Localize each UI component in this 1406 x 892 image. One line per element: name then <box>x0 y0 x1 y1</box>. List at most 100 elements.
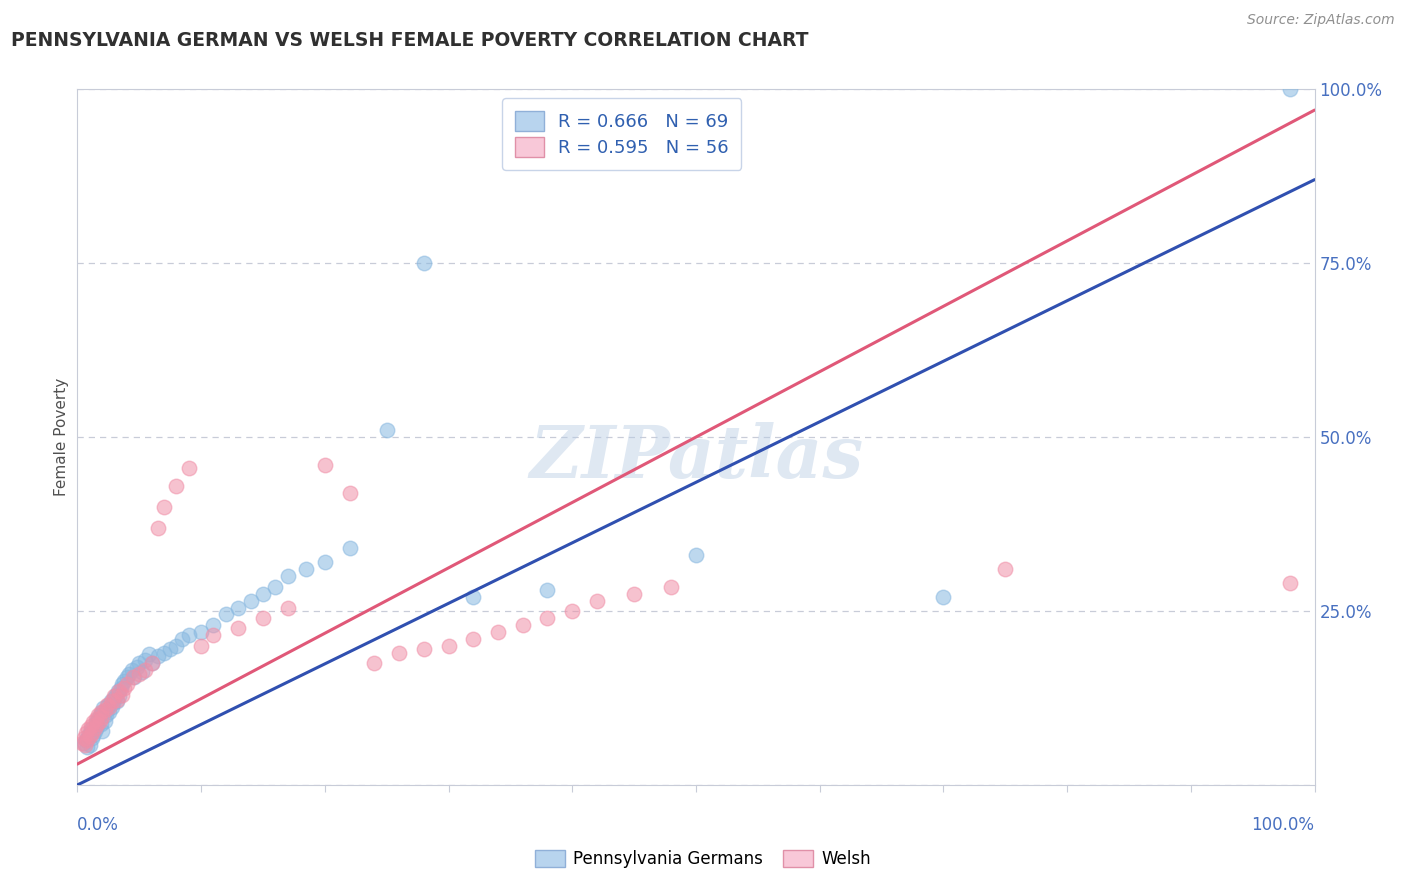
Point <box>134 663 156 677</box>
Point <box>623 587 645 601</box>
Point <box>252 611 274 625</box>
Point <box>512 618 534 632</box>
Point <box>252 587 274 601</box>
Point <box>86 719 108 733</box>
Point <box>165 639 187 653</box>
Point <box>79 738 101 752</box>
Point <box>122 670 145 684</box>
Point <box>96 703 118 717</box>
Point <box>141 657 163 671</box>
Point <box>90 705 112 719</box>
Point <box>91 723 114 738</box>
Point <box>93 703 115 717</box>
Point <box>90 716 112 731</box>
Point <box>202 628 225 642</box>
Point <box>239 593 262 607</box>
Point <box>412 256 434 270</box>
Point <box>103 696 125 710</box>
Point <box>72 731 94 745</box>
Point <box>91 710 114 724</box>
Point <box>94 708 117 723</box>
Point <box>138 647 160 661</box>
Point <box>1278 576 1301 591</box>
Point <box>77 729 100 743</box>
Point <box>84 721 107 735</box>
Point <box>86 716 108 731</box>
Y-axis label: Female Poverty: Female Poverty <box>53 378 69 496</box>
Point <box>388 646 411 660</box>
Point <box>110 681 132 695</box>
Point <box>215 607 238 622</box>
Point <box>118 666 141 681</box>
Point <box>153 646 176 660</box>
Point <box>122 670 145 684</box>
Point <box>190 639 212 653</box>
Point <box>486 624 509 639</box>
Point <box>277 569 299 583</box>
Point <box>73 738 96 752</box>
Text: PENNSYLVANIA GERMAN VS WELSH FEMALE POVERTY CORRELATION CHART: PENNSYLVANIA GERMAN VS WELSH FEMALE POVE… <box>11 31 808 50</box>
Text: Source: ZipAtlas.com: Source: ZipAtlas.com <box>1247 13 1395 28</box>
Point <box>146 520 169 534</box>
Point <box>159 642 181 657</box>
Point <box>561 604 583 618</box>
Point <box>89 708 111 723</box>
Point <box>295 562 318 576</box>
Point <box>84 715 107 730</box>
Point <box>536 583 558 598</box>
Point <box>463 632 485 646</box>
Point <box>125 659 148 673</box>
Point <box>115 677 138 691</box>
Point <box>72 736 94 750</box>
Point <box>659 580 682 594</box>
Point <box>105 694 128 708</box>
Point <box>375 423 398 437</box>
Point <box>277 600 299 615</box>
Text: 0.0%: 0.0% <box>77 816 120 834</box>
Point <box>112 673 135 688</box>
Point <box>91 701 114 715</box>
Point <box>115 670 138 684</box>
Point <box>79 726 101 740</box>
Point <box>100 694 122 708</box>
Point <box>72 736 94 750</box>
Point <box>98 700 121 714</box>
Point <box>87 708 110 723</box>
Point <box>932 590 955 604</box>
Point <box>91 705 114 719</box>
Point <box>108 689 131 703</box>
Point <box>76 739 98 754</box>
Point <box>75 732 97 747</box>
Point <box>1278 82 1301 96</box>
Point <box>112 681 135 695</box>
Point <box>83 721 105 735</box>
Point <box>131 665 153 680</box>
Point <box>111 688 134 702</box>
Point <box>80 719 103 733</box>
Point <box>96 698 118 712</box>
Point <box>314 555 336 569</box>
Point <box>82 715 104 730</box>
Point <box>84 712 107 726</box>
Point <box>339 541 361 556</box>
Point <box>586 593 609 607</box>
Point <box>134 653 156 667</box>
Point <box>264 580 287 594</box>
Point <box>226 600 249 615</box>
Point <box>75 726 97 740</box>
Legend: Pennsylvania Germans, Welsh: Pennsylvania Germans, Welsh <box>529 843 877 875</box>
Point <box>121 663 143 677</box>
Point <box>153 500 176 514</box>
Point <box>177 628 200 642</box>
Point <box>82 731 104 745</box>
Point <box>363 657 385 671</box>
Point <box>339 485 361 500</box>
Point <box>103 690 125 705</box>
Point <box>412 642 434 657</box>
Point <box>146 649 169 664</box>
Point <box>108 684 131 698</box>
Point <box>190 624 212 639</box>
Point <box>463 590 485 604</box>
Point <box>98 705 121 719</box>
Point <box>107 684 129 698</box>
